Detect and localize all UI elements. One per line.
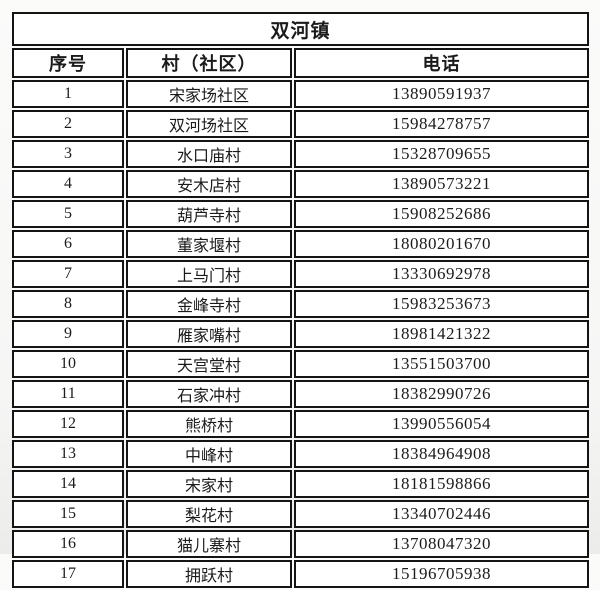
table-row: 16 猫儿寨村 13708047320: [12, 530, 589, 558]
table-row: 8 金峰寺村 15983253673: [12, 290, 589, 318]
table-header-row: 序号 村（社区） 电话: [12, 48, 589, 78]
table-row: 7 上马门村 13330692978: [12, 260, 589, 288]
serial-cell: 15: [12, 500, 124, 528]
village-cell: 双河场社区: [126, 110, 292, 138]
village-cell: 宋家场社区: [126, 80, 292, 108]
village-cell: 雁家嘴村: [126, 320, 292, 348]
table-row: 9 雁家嘴村 18981421322: [12, 320, 589, 348]
phone-cell: 15908252686: [294, 200, 589, 228]
table-row: 2 双河场社区 15984278757: [12, 110, 589, 138]
village-cell: 梨花村: [126, 500, 292, 528]
table-row: 3 水口庙村 15328709655: [12, 140, 589, 168]
serial-cell: 17: [12, 560, 124, 588]
serial-cell: 13: [12, 440, 124, 468]
phone-cell: 18384964908: [294, 440, 589, 468]
serial-cell: 2: [12, 110, 124, 138]
village-cell: 金峰寺村: [126, 290, 292, 318]
phone-directory-table: 双河镇 序号 村（社区） 电话 1 宋家场社区 13890591937 2 双河…: [10, 10, 591, 590]
phone-cell: 18981421322: [294, 320, 589, 348]
table-row: 12 熊桥村 13990556054: [12, 410, 589, 438]
phone-cell: 13890591937: [294, 80, 589, 108]
phone-cell: 15196705938: [294, 560, 589, 588]
column-header-serial: 序号: [12, 48, 124, 78]
phone-cell: 13708047320: [294, 530, 589, 558]
village-cell: 董家堰村: [126, 230, 292, 258]
serial-cell: 7: [12, 260, 124, 288]
table-title: 双河镇: [12, 12, 589, 46]
phone-cell: 13330692978: [294, 260, 589, 288]
phone-cell: 15328709655: [294, 140, 589, 168]
table-title-row: 双河镇: [12, 12, 589, 46]
phone-cell: 15983253673: [294, 290, 589, 318]
village-cell: 水口庙村: [126, 140, 292, 168]
table-row: 17 拥跃村 15196705938: [12, 560, 589, 588]
serial-cell: 12: [12, 410, 124, 438]
table-row: 4 安木店村 13890573221: [12, 170, 589, 198]
serial-cell: 4: [12, 170, 124, 198]
table-row: 15 梨花村 13340702446: [12, 500, 589, 528]
phone-cell: 13990556054: [294, 410, 589, 438]
column-header-phone: 电话: [294, 48, 589, 78]
village-cell: 安木店村: [126, 170, 292, 198]
village-cell: 上马门村: [126, 260, 292, 288]
phone-cell: 13340702446: [294, 500, 589, 528]
village-cell: 熊桥村: [126, 410, 292, 438]
village-cell: 石家冲村: [126, 380, 292, 408]
phone-cell: 18382990726: [294, 380, 589, 408]
phone-cell: 18080201670: [294, 230, 589, 258]
village-cell: 天宫堂村: [126, 350, 292, 378]
table-row: 1 宋家场社区 13890591937: [12, 80, 589, 108]
serial-cell: 1: [12, 80, 124, 108]
column-header-village: 村（社区）: [126, 48, 292, 78]
serial-cell: 6: [12, 230, 124, 258]
village-cell: 葫芦寺村: [126, 200, 292, 228]
phone-cell: 13890573221: [294, 170, 589, 198]
table-row: 6 董家堰村 18080201670: [12, 230, 589, 258]
serial-cell: 11: [12, 380, 124, 408]
table-row: 10 天宫堂村 13551503700: [12, 350, 589, 378]
serial-cell: 10: [12, 350, 124, 378]
phone-cell: 13551503700: [294, 350, 589, 378]
serial-cell: 8: [12, 290, 124, 318]
phone-cell: 18181598866: [294, 470, 589, 498]
table-row: 13 中峰村 18384964908: [12, 440, 589, 468]
serial-cell: 3: [12, 140, 124, 168]
serial-cell: 9: [12, 320, 124, 348]
serial-cell: 5: [12, 200, 124, 228]
village-cell: 拥跃村: [126, 560, 292, 588]
village-cell: 宋家村: [126, 470, 292, 498]
table-row: 5 葫芦寺村 15908252686: [12, 200, 589, 228]
phone-cell: 15984278757: [294, 110, 589, 138]
table-row: 14 宋家村 18181598866: [12, 470, 589, 498]
serial-cell: 14: [12, 470, 124, 498]
table-row: 11 石家冲村 18382990726: [12, 380, 589, 408]
village-cell: 中峰村: [126, 440, 292, 468]
serial-cell: 16: [12, 530, 124, 558]
